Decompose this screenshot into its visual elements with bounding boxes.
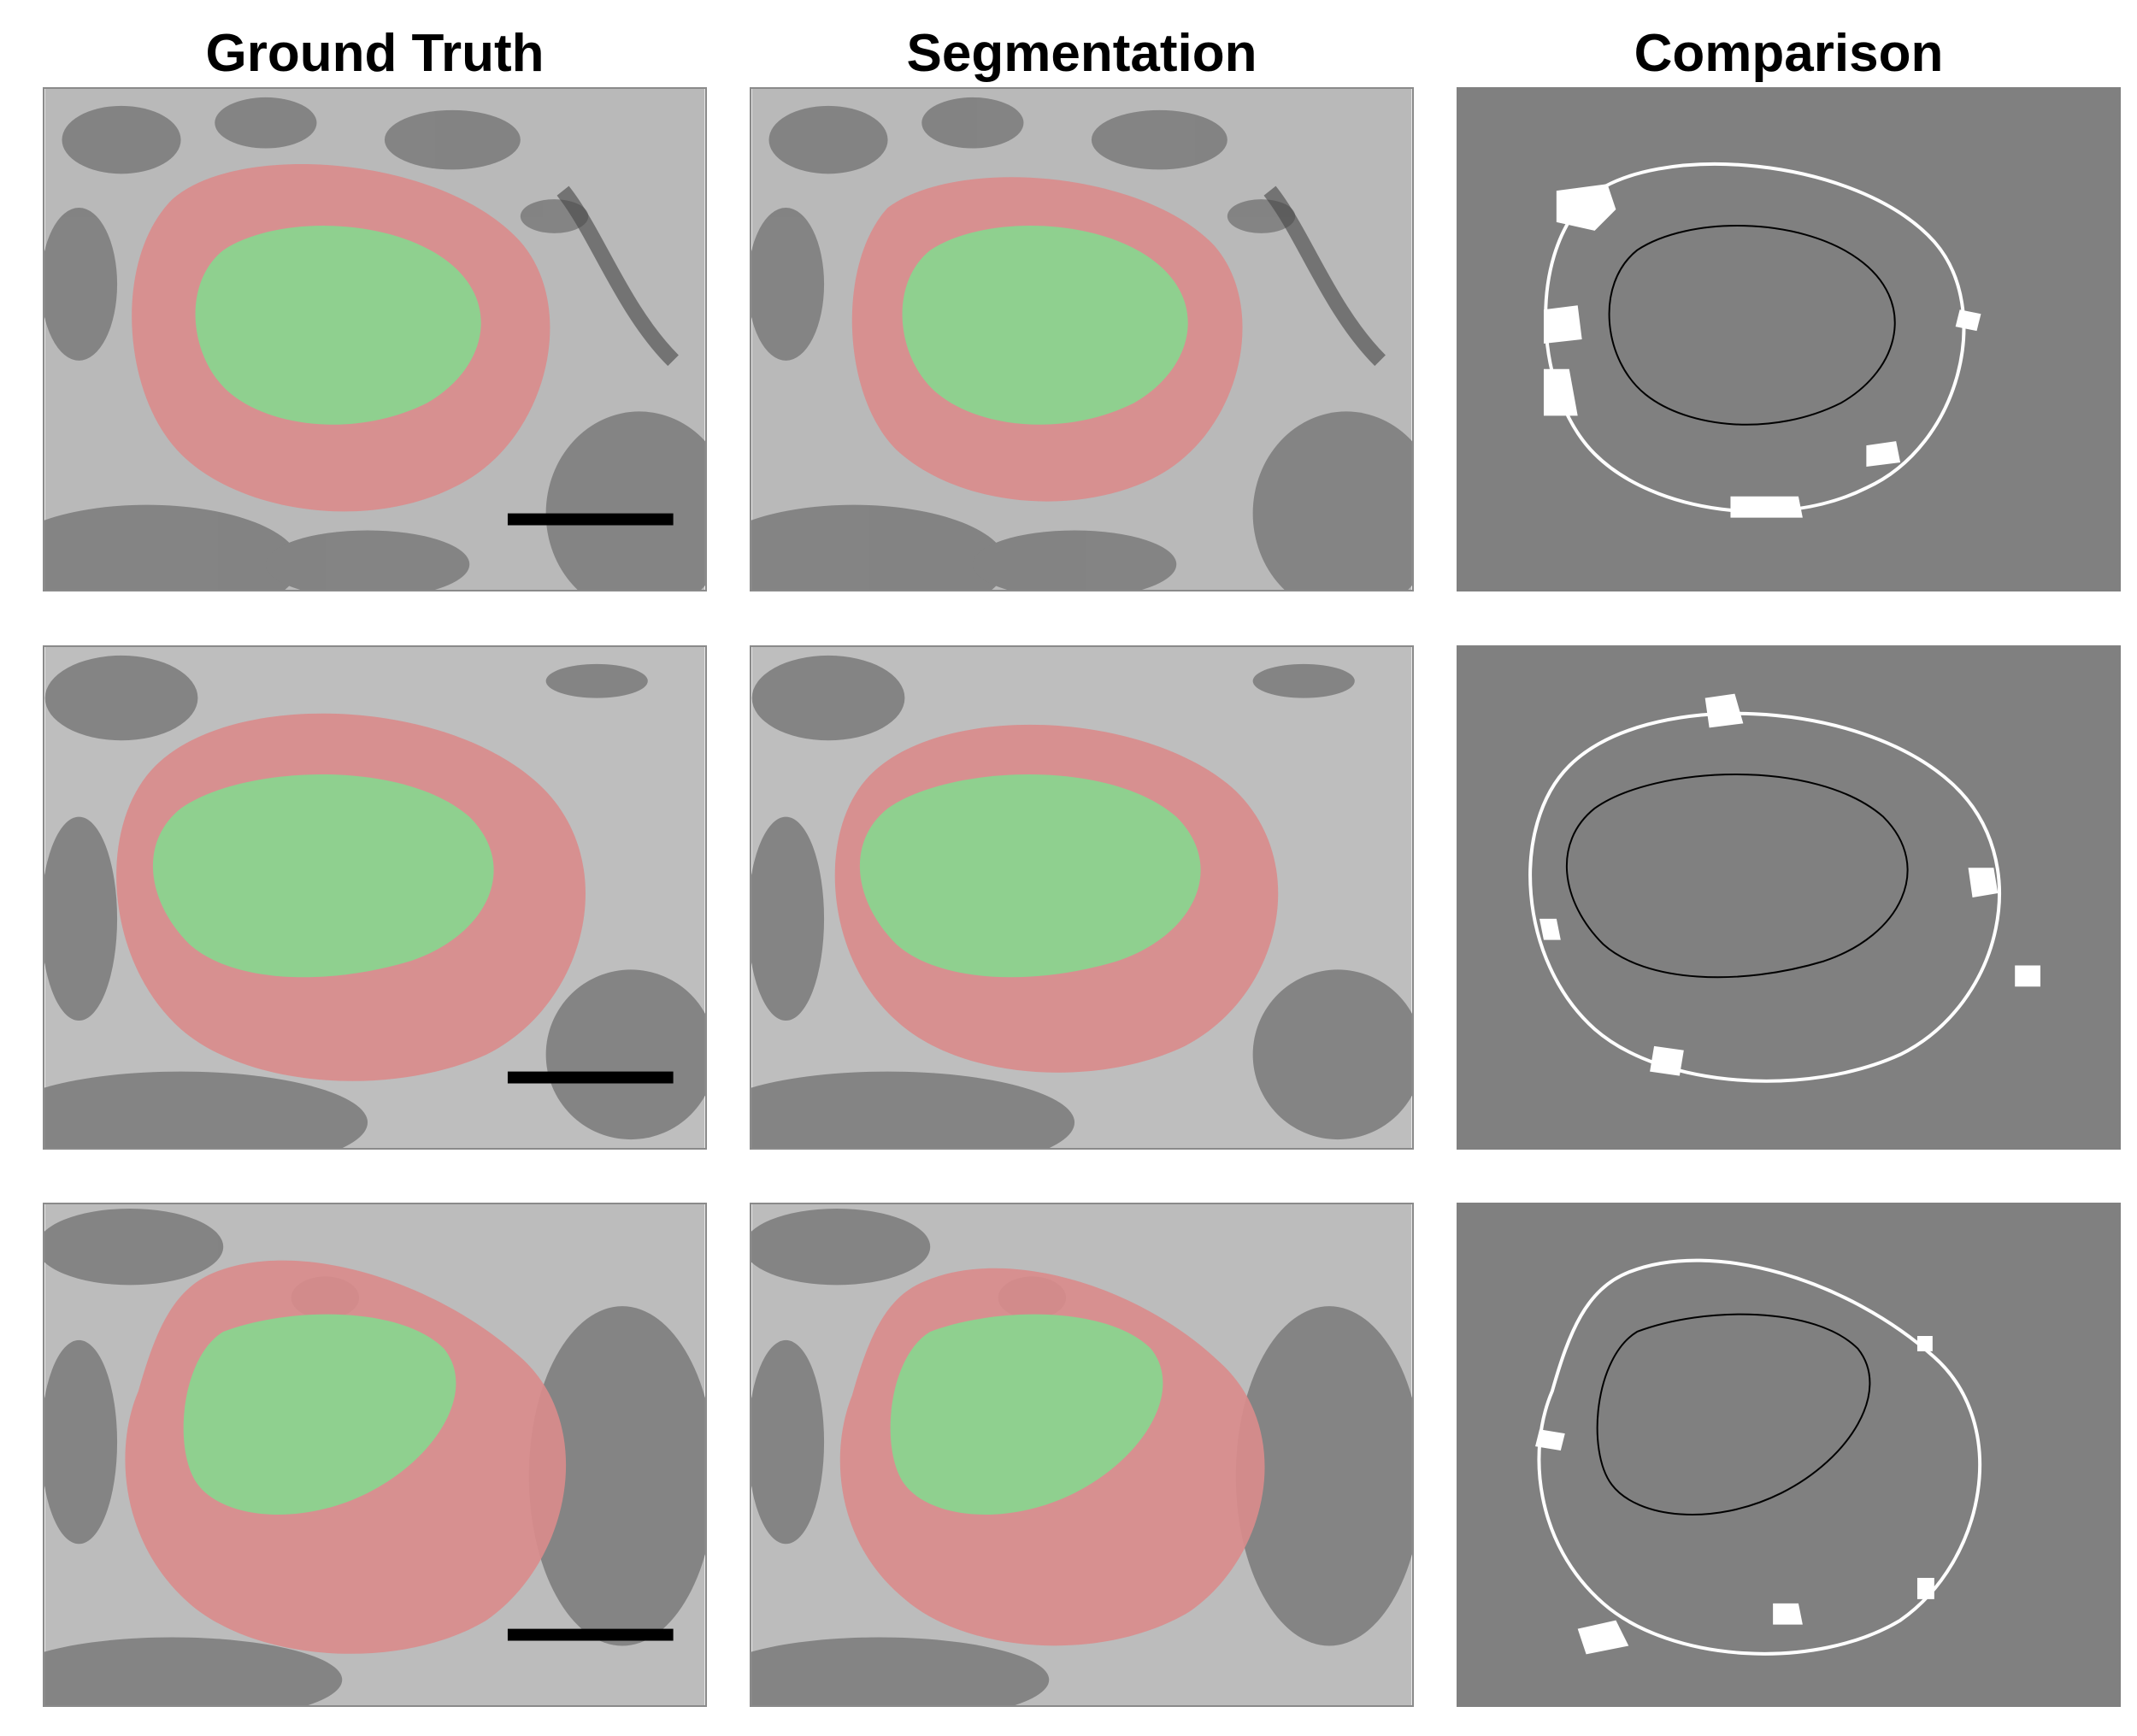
em-image-ground-truth-row-1	[44, 89, 705, 590]
segmentation-panel-row-2	[750, 645, 1414, 1150]
ground-truth-panel-row-2	[43, 645, 707, 1150]
column-title-segmentation: Segmentation	[906, 24, 1257, 83]
em-image-ground-truth-row-2	[44, 647, 705, 1148]
segmentation-panel-row-1	[750, 87, 1414, 591]
ground-truth-panel-row-3	[43, 1203, 707, 1707]
column-title-ground-truth: Ground Truth	[205, 24, 545, 83]
em-image-ground-truth-row-3	[44, 1204, 705, 1705]
em-image-segmentation-row-2	[751, 647, 1412, 1148]
comparison-image-row-3	[1458, 1204, 2119, 1705]
comparison-image-row-1	[1458, 89, 2119, 590]
column-title-comparison: Comparison	[1634, 24, 1944, 83]
comparison-panel-row-3	[1457, 1203, 2121, 1707]
scale-bar	[507, 1628, 674, 1641]
ground-truth-panel-row-1	[43, 87, 707, 591]
comparison-image-row-2	[1458, 647, 2119, 1148]
em-image-segmentation-row-3	[751, 1204, 1412, 1705]
comparison-panel-row-1	[1457, 87, 2121, 591]
em-image-segmentation-row-1	[751, 89, 1412, 590]
scale-bar	[507, 1071, 674, 1084]
scale-bar	[507, 513, 674, 526]
segmentation-panel-row-3	[750, 1203, 1414, 1707]
comparison-panel-row-2	[1457, 645, 2121, 1150]
